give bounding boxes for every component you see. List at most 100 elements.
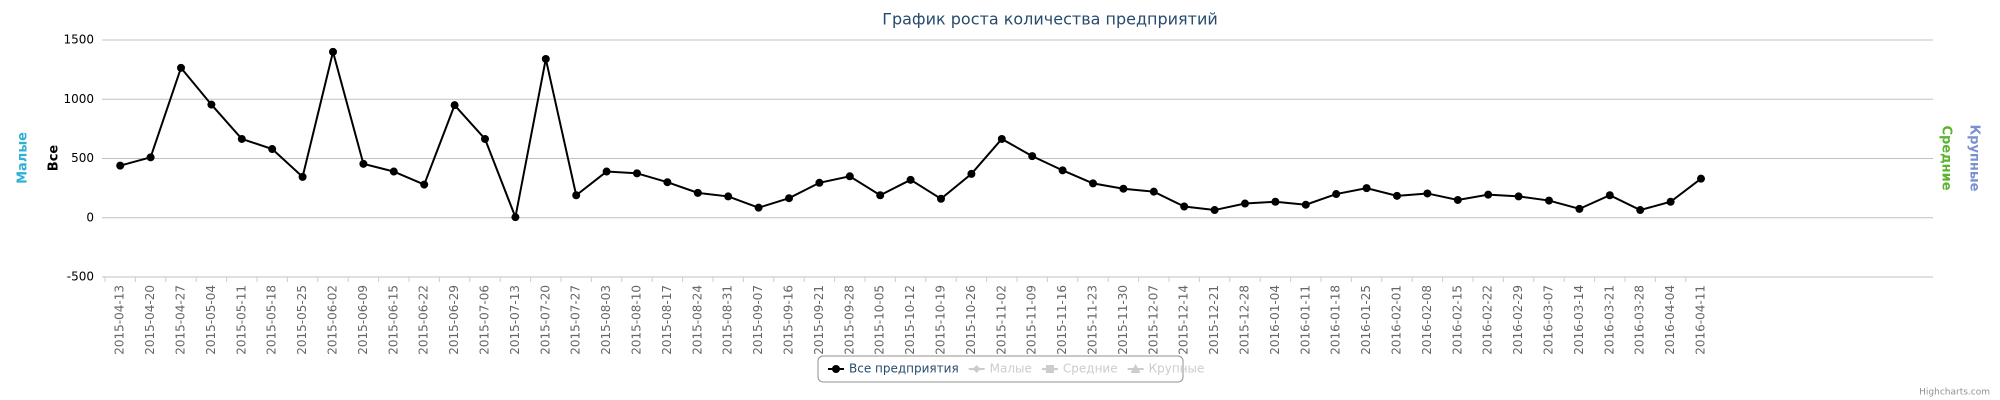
point	[633, 169, 641, 178]
x-tick-label: 2016-02-29	[1511, 285, 1525, 355]
point	[450, 101, 459, 110]
point	[298, 172, 307, 181]
legend-marker	[1130, 364, 1141, 373]
point	[876, 191, 885, 200]
point	[177, 63, 185, 72]
y2-axis-title: Средние	[1939, 125, 1954, 190]
x-tick-label: 2015-08-24	[690, 285, 704, 355]
point	[785, 194, 793, 203]
x-tick-label: 2015-04-13	[113, 285, 127, 355]
point	[1697, 174, 1705, 183]
legend-item[interactable]: Крупные	[1149, 362, 1205, 376]
x-tick-label: 2016-02-22	[1481, 285, 1495, 355]
x-tick-label: 2015-05-25	[295, 285, 309, 355]
x-tick-label: 2015-08-10	[630, 285, 644, 355]
point	[116, 161, 125, 170]
x-tick-label: 2016-01-04	[1268, 285, 1282, 355]
y-tick-label: 1000	[63, 92, 94, 106]
point	[663, 178, 672, 187]
point	[997, 134, 1006, 143]
x-tick-label: 2015-11-09	[1025, 285, 1039, 355]
point	[572, 191, 581, 200]
line-series	[119, 51, 1702, 221]
point	[207, 100, 216, 109]
legend-item[interactable]: Все предприятия	[849, 362, 959, 376]
point	[1089, 179, 1097, 188]
point	[511, 213, 520, 222]
x-tick-label: 2015-12-28	[1238, 285, 1252, 355]
y-tick-label: -500	[67, 270, 94, 284]
x-tick-label: 2016-04-04	[1663, 285, 1677, 355]
x-tick-label: 2015-06-15	[386, 285, 400, 355]
x-tick-label: 2015-10-05	[873, 285, 887, 355]
legend-box	[817, 355, 1184, 383]
point	[1058, 166, 1067, 175]
point	[1210, 206, 1219, 215]
point	[268, 145, 277, 154]
x-tick-label: 2015-05-04	[204, 285, 218, 355]
point	[1149, 187, 1158, 196]
legend-marker	[832, 365, 840, 373]
point	[237, 134, 246, 143]
point	[1423, 189, 1432, 198]
point	[1393, 191, 1401, 200]
point	[1028, 152, 1037, 161]
x-tick-label: 2015-09-28	[842, 285, 856, 355]
x-tick-label: 2016-02-08	[1420, 285, 1434, 355]
x-tick-label: 2015-04-20	[143, 285, 157, 355]
point	[724, 192, 733, 201]
point	[389, 167, 398, 176]
x-tick-label: 2015-06-09	[356, 285, 370, 355]
y-axis-title: Все	[47, 145, 62, 172]
point	[1514, 192, 1523, 201]
point	[1180, 202, 1189, 211]
legend-item[interactable]: Малые	[990, 362, 1032, 376]
point	[1666, 197, 1675, 206]
x-tick-label: 2015-10-12	[903, 285, 917, 355]
x-tick-label: 2015-08-03	[599, 285, 613, 355]
point	[815, 178, 824, 187]
x-tick-label: 2015-06-02	[326, 285, 340, 355]
point	[1241, 199, 1249, 208]
x-tick-label: 2016-02-01	[1390, 285, 1404, 355]
x-tick-label: 2015-11-30	[1116, 285, 1130, 355]
x-tick-label: 2015-05-11	[234, 285, 248, 355]
point	[937, 194, 945, 203]
x-tick-label: 2015-07-13	[508, 285, 522, 355]
point	[1332, 190, 1341, 199]
x-tick-label: 2015-09-07	[751, 285, 765, 355]
x-tick-label: 2015-09-21	[812, 285, 826, 355]
point	[146, 153, 155, 162]
x-tick-label: 2015-08-31	[721, 285, 735, 355]
x-tick-label: 2015-11-23	[1086, 285, 1100, 355]
y-tick-label: 500	[71, 151, 94, 165]
x-tick-label: 2015-11-16	[1055, 285, 1069, 355]
x-tick-label: 2015-07-06	[478, 285, 492, 355]
x-tick-label: 2016-01-18	[1329, 285, 1343, 355]
point	[1605, 191, 1614, 200]
point	[1301, 200, 1310, 209]
point	[602, 167, 611, 176]
legend-item[interactable]: Средние	[1063, 362, 1118, 376]
x-tick-label: 2016-03-14	[1572, 285, 1586, 355]
legend-marker	[972, 365, 981, 373]
x-tick-label: 2015-06-29	[447, 285, 461, 355]
x-tick-label: 2016-04-11	[1694, 285, 1708, 355]
x-tick-label: 2016-01-25	[1359, 285, 1373, 355]
point	[754, 203, 763, 212]
credits[interactable]: Highcharts.com	[1919, 388, 1990, 398]
x-tick-label: 2015-12-14	[1177, 285, 1191, 355]
point	[359, 159, 368, 168]
x-tick-label: 2015-10-19	[934, 285, 948, 355]
chart-title: График роста количества предприятий	[882, 10, 1218, 29]
point	[481, 134, 489, 143]
point	[1636, 206, 1645, 215]
point	[541, 54, 550, 63]
point	[967, 169, 976, 178]
point	[1484, 190, 1493, 199]
point	[906, 175, 915, 184]
x-tick-label: 2015-09-16	[782, 285, 796, 355]
x-tick-label: 2015-10-26	[964, 285, 978, 355]
x-tick-label: 2016-03-21	[1602, 285, 1616, 355]
